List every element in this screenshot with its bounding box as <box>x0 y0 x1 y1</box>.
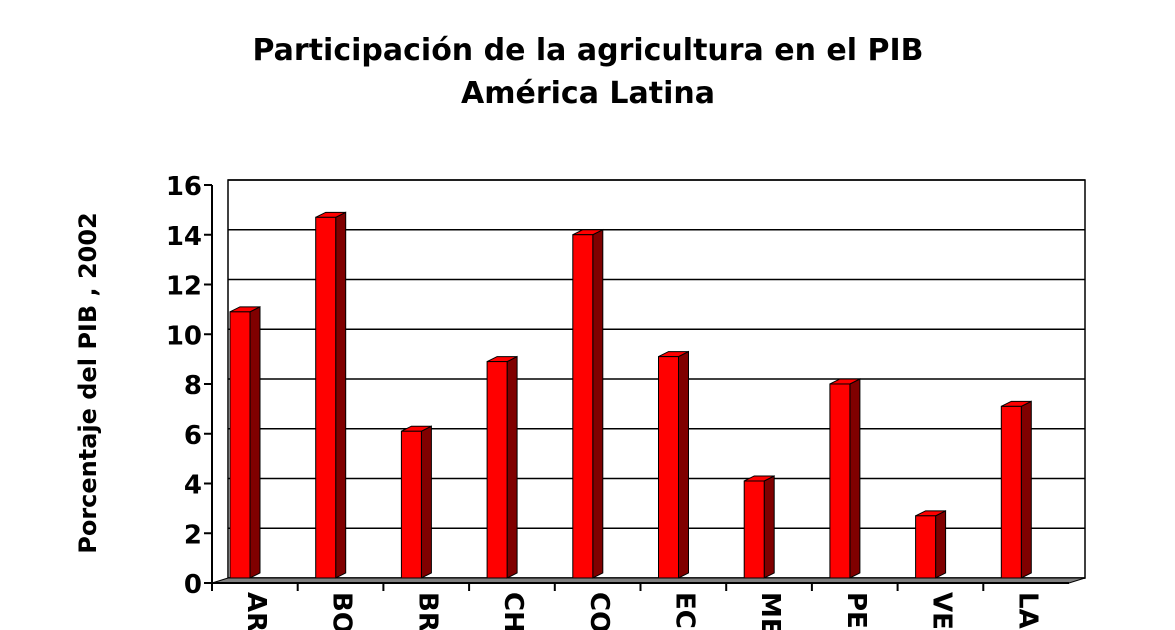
bar-side <box>763 475 775 579</box>
bar-side <box>1020 400 1032 579</box>
bar <box>915 515 937 579</box>
x-tick-label: VE <box>927 592 957 630</box>
bar <box>486 361 508 579</box>
y-tick-label: 6 <box>184 421 202 451</box>
x-tick-label: CO <box>584 592 614 630</box>
bar <box>743 480 765 579</box>
y-tick-label: 10 <box>166 321 202 351</box>
chart-title: Participación de la agricultura en el PI… <box>253 33 924 68</box>
y-tick-label: 8 <box>184 371 202 401</box>
x-tick-label: BR <box>412 592 442 630</box>
bar <box>829 383 851 579</box>
bar-side <box>420 425 432 579</box>
y-tick-label: 0 <box>184 570 202 600</box>
x-tick-label: CH <box>498 592 528 630</box>
bar <box>400 430 422 579</box>
x-tick-label: PE <box>841 592 871 629</box>
bar-side <box>678 350 689 579</box>
bar-side <box>849 378 861 579</box>
y-tick-label: 16 <box>166 172 202 202</box>
bar <box>229 311 251 579</box>
bar-side <box>249 306 261 579</box>
bar-side <box>506 355 518 579</box>
bar <box>1000 405 1022 579</box>
x-tick-label: BO <box>327 592 357 630</box>
x-tick-label: ME <box>755 592 785 630</box>
bar-side <box>335 211 347 579</box>
x-tick-label: AR <box>241 592 271 630</box>
bar-side <box>592 228 604 579</box>
y-tick-label: 2 <box>184 520 202 550</box>
bar <box>315 216 337 579</box>
y-axis-label: Porcentaje del PIB , 2002 <box>74 212 102 554</box>
x-tick-label: LA <box>1012 592 1042 629</box>
y-tick-label: 14 <box>166 222 202 252</box>
y-tick-label: 4 <box>184 471 202 501</box>
y-tick-label: 12 <box>166 272 202 302</box>
chart-subtitle: América Latina <box>461 76 715 111</box>
bar <box>572 234 594 579</box>
x-tick-label: EC <box>669 592 699 629</box>
bar <box>658 356 679 579</box>
bar-side <box>935 510 947 579</box>
